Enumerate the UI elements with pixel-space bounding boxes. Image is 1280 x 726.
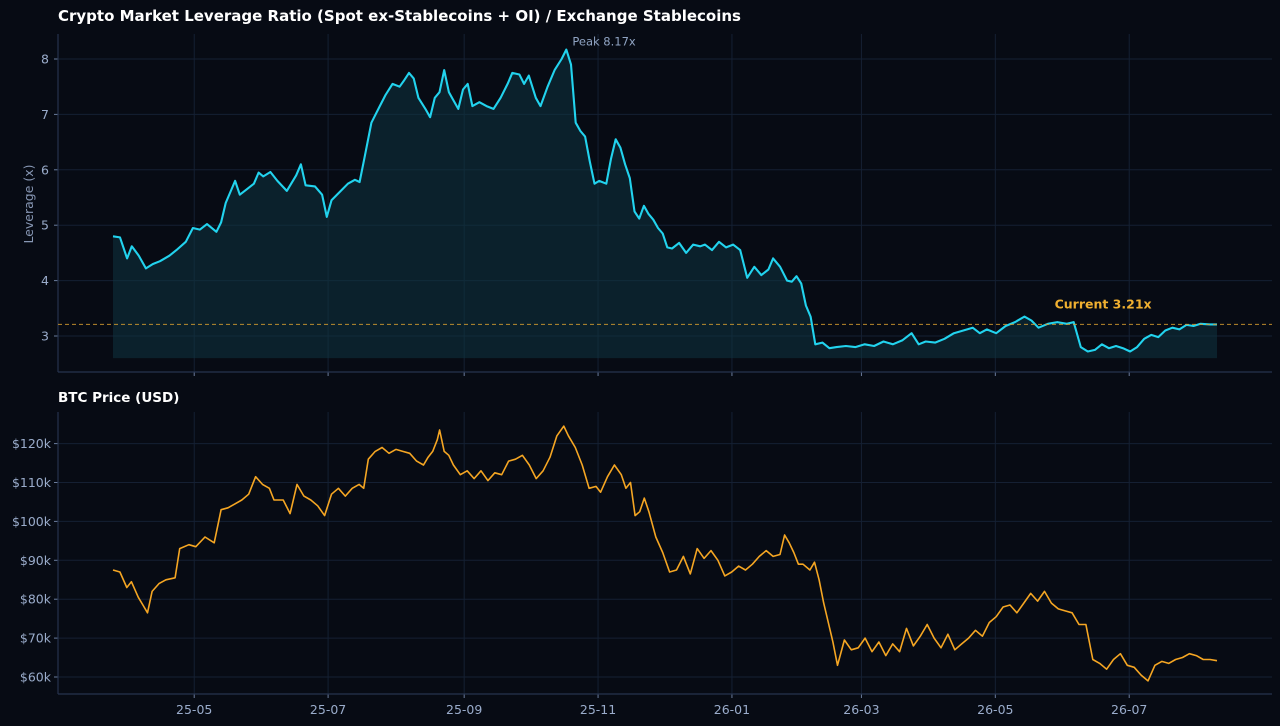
y-tick-label: $110k [12, 475, 52, 490]
btc-plot-area: 25-05 25-07 25-09 25-11 26-01 26-03 26-05 26-07… [12, 412, 1272, 717]
x-tick-label: 26-07 [1111, 702, 1147, 717]
btc-chart-title: BTC Price (USD) [58, 390, 179, 406]
x-tick-label: 25-11 [580, 702, 616, 717]
y-tick-label: $120k [12, 436, 52, 451]
y-tick-label: $60k [20, 670, 52, 685]
x-tick-label: 26-05 [977, 702, 1013, 717]
leverage-y-axis-label: Leverage (x) [21, 164, 36, 243]
y-tick-label: 7 [41, 107, 49, 122]
y-tick-label: $90k [20, 553, 52, 568]
leverage-area-fill [113, 49, 1217, 359]
y-tick-label: 4 [41, 273, 49, 288]
leverage-chart-title: Crypto Market Leverage Ratio (Spot ex-St… [58, 7, 741, 25]
y-tick-label: 5 [41, 218, 49, 233]
leverage-line [112, 48, 1217, 353]
x-tick-label: 26-01 [714, 702, 750, 717]
btc-price-line [112, 425, 1218, 682]
leverage-plot-area: 3 4 5 6 7 8 [41, 34, 1272, 376]
y-tick-label: 6 [41, 162, 49, 177]
y-tick-label: $100k [12, 514, 52, 529]
y-tick-label: $70k [20, 631, 52, 646]
current-annotation: Current 3.21x [1055, 296, 1152, 311]
y-tick-label: $80k [20, 592, 52, 607]
peak-annotation: Peak 8.17x [572, 35, 636, 49]
x-tick-label: 25-09 [446, 702, 482, 717]
x-tick-label: 25-05 [176, 702, 212, 717]
y-tick-label: 3 [41, 329, 49, 344]
y-tick-label: 8 [41, 52, 49, 67]
x-tick-label: 25-07 [310, 702, 346, 717]
x-tick-label: 26-03 [843, 702, 879, 717]
